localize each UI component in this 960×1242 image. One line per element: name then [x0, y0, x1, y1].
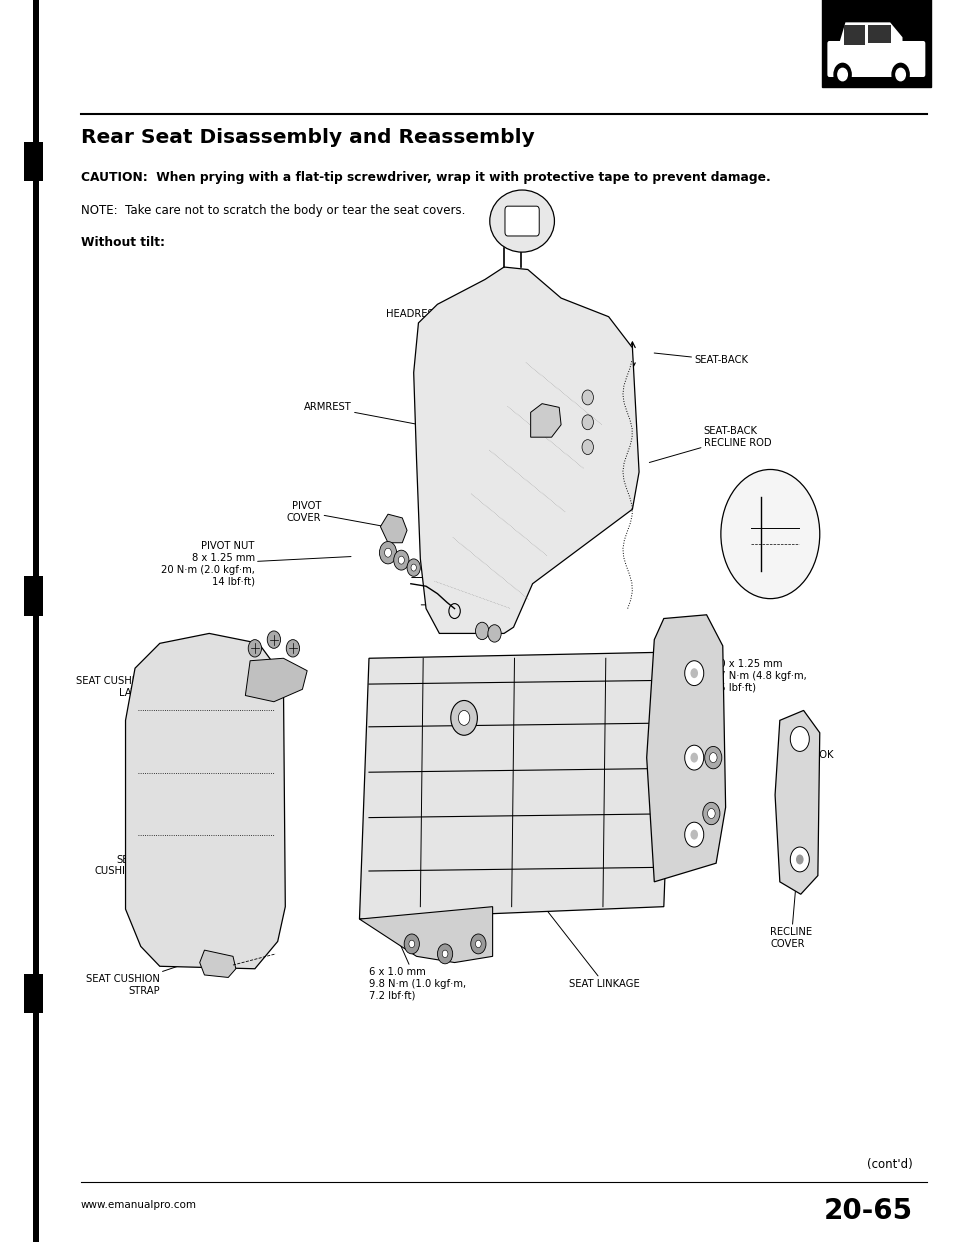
FancyBboxPatch shape: [505, 206, 540, 236]
FancyBboxPatch shape: [845, 25, 865, 45]
Circle shape: [443, 950, 448, 958]
Text: 10 x 1.25 mm
47 N·m (4.8 kgf·m,
35 lbf·ft): 10 x 1.25 mm 47 N·m (4.8 kgf·m, 35 lbf·f…: [689, 660, 807, 700]
Text: PIVOT NUT
8 x 1.25 mm
20 N·m (2.0 kgf·m,
14 lbf·ft): PIVOT NUT 8 x 1.25 mm 20 N·m (2.0 kgf·m,…: [161, 542, 351, 586]
Polygon shape: [359, 652, 673, 919]
Circle shape: [398, 556, 404, 564]
Circle shape: [267, 631, 280, 648]
Polygon shape: [200, 950, 236, 977]
Text: RECLINE
COVER: RECLINE COVER: [770, 876, 812, 949]
Circle shape: [834, 63, 852, 86]
Circle shape: [790, 847, 809, 872]
Text: PIVOT
WASHER: PIVOT WASHER: [412, 566, 483, 589]
Circle shape: [684, 745, 704, 770]
Ellipse shape: [490, 190, 555, 252]
Text: Rear Seat Disassembly and Reassembly: Rear Seat Disassembly and Reassembly: [81, 128, 535, 147]
Polygon shape: [246, 658, 307, 702]
Circle shape: [451, 700, 477, 735]
Polygon shape: [531, 404, 561, 437]
Polygon shape: [24, 974, 43, 1013]
Text: 6 x 1.0 mm
9.8 N·m (1.0 kgf·m,
7.2 lbf·ft): 6 x 1.0 mm 9.8 N·m (1.0 kgf·m, 7.2 lbf·f…: [369, 928, 467, 1000]
Circle shape: [407, 559, 420, 576]
Circle shape: [690, 668, 698, 678]
Circle shape: [708, 809, 715, 818]
Text: SEAT CUSHION
STRAP: SEAT CUSHION STRAP: [85, 960, 197, 996]
Circle shape: [892, 63, 909, 86]
FancyBboxPatch shape: [828, 41, 925, 77]
Polygon shape: [126, 633, 285, 969]
Circle shape: [470, 934, 486, 954]
Polygon shape: [380, 514, 407, 543]
Circle shape: [404, 934, 420, 954]
Text: Without tilt:: Without tilt:: [81, 236, 165, 248]
Circle shape: [690, 753, 698, 763]
Circle shape: [488, 625, 501, 642]
FancyBboxPatch shape: [34, 0, 39, 1242]
Circle shape: [721, 469, 820, 599]
Text: www.emanualpro.com: www.emanualpro.com: [81, 1200, 197, 1210]
Circle shape: [838, 68, 848, 81]
Circle shape: [409, 940, 415, 948]
Text: SEAT CUSHION
LATCH: SEAT CUSHION LATCH: [77, 676, 206, 698]
Text: NOTE:  Take care not to scratch the body or tear the seat covers.: NOTE: Take care not to scratch the body …: [81, 204, 466, 216]
Text: (cont'd): (cont'd): [867, 1158, 913, 1170]
Circle shape: [684, 661, 704, 686]
Circle shape: [438, 944, 453, 964]
Text: LATCH
COVER: LATCH COVER: [264, 667, 299, 693]
Text: SEAT LINKAGE: SEAT LINKAGE: [545, 909, 639, 989]
Circle shape: [709, 753, 717, 763]
FancyBboxPatch shape: [868, 25, 891, 43]
Circle shape: [475, 622, 489, 640]
Circle shape: [796, 854, 804, 864]
Circle shape: [690, 830, 698, 840]
Polygon shape: [24, 576, 43, 616]
Circle shape: [411, 564, 417, 571]
Text: SEAT-BACK
RECLINE ROD: SEAT-BACK RECLINE ROD: [649, 426, 772, 462]
Circle shape: [790, 727, 809, 751]
Text: HOOKS: HOOKS: [421, 600, 475, 610]
Polygon shape: [647, 615, 726, 882]
Circle shape: [286, 640, 300, 657]
Circle shape: [705, 746, 722, 769]
Circle shape: [394, 550, 409, 570]
Circle shape: [475, 940, 481, 948]
Text: HOOK: HOOK: [799, 750, 833, 771]
Text: BUSHING: BUSHING: [433, 700, 479, 718]
FancyBboxPatch shape: [822, 0, 931, 87]
Circle shape: [896, 68, 905, 81]
Text: SEAT-BACK: SEAT-BACK: [654, 353, 748, 365]
Polygon shape: [359, 907, 492, 963]
Circle shape: [582, 390, 593, 405]
Polygon shape: [839, 22, 902, 45]
Text: SEAT
CUSHION: SEAT CUSHION: [95, 836, 174, 877]
Circle shape: [385, 548, 392, 558]
Circle shape: [379, 542, 396, 564]
Circle shape: [684, 822, 704, 847]
Circle shape: [249, 640, 261, 657]
Circle shape: [703, 802, 720, 825]
Text: 20-65: 20-65: [824, 1197, 913, 1226]
Circle shape: [582, 440, 593, 455]
Circle shape: [458, 710, 469, 725]
Text: ARMREST: ARMREST: [304, 402, 437, 428]
Text: CAUTION:  When prying with a flat-tip screwdriver, wrap it with protective tape : CAUTION: When prying with a flat-tip scr…: [81, 171, 771, 184]
Text: PIVOT
COVER: PIVOT COVER: [287, 501, 382, 527]
Text: HEADREST: HEADREST: [386, 294, 501, 319]
Polygon shape: [414, 267, 639, 633]
Polygon shape: [775, 710, 820, 894]
Circle shape: [582, 415, 593, 430]
Polygon shape: [24, 142, 43, 181]
